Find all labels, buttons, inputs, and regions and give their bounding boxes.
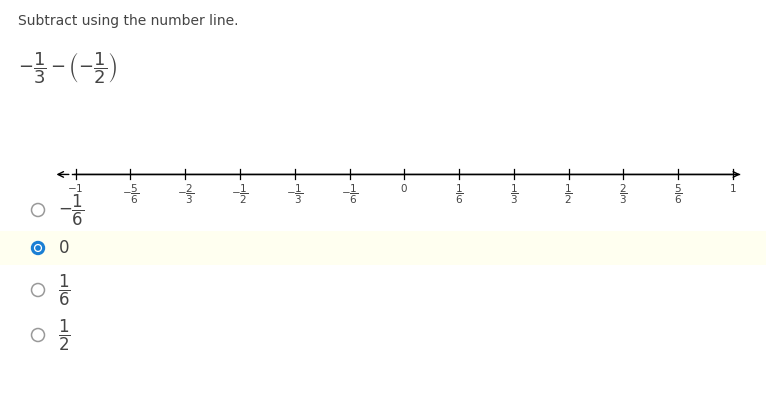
Text: $0$: $0$ — [58, 239, 70, 257]
Text: $\dfrac{1}{2}$: $\dfrac{1}{2}$ — [565, 182, 573, 206]
Text: $-1$: $-1$ — [67, 182, 83, 194]
Circle shape — [36, 246, 40, 250]
Text: $-\dfrac{1}{6}$: $-\dfrac{1}{6}$ — [58, 192, 84, 228]
Bar — [0, 231, 766, 265]
Text: $0$: $0$ — [401, 182, 408, 194]
Text: $\dfrac{2}{3}$: $\dfrac{2}{3}$ — [619, 182, 628, 206]
Text: $-\dfrac{2}{3}$: $-\dfrac{2}{3}$ — [176, 182, 194, 206]
Text: Subtract using the number line.: Subtract using the number line. — [18, 14, 238, 28]
Text: $-\dfrac{5}{6}$: $-\dfrac{5}{6}$ — [122, 182, 139, 206]
Text: $-\dfrac{1}{3}$: $-\dfrac{1}{3}$ — [286, 182, 303, 206]
Text: $\dfrac{1}{6}$: $\dfrac{1}{6}$ — [455, 182, 463, 206]
Text: $-\dfrac{1}{3} - \left(-\dfrac{1}{2}\right)$: $-\dfrac{1}{3} - \left(-\dfrac{1}{2}\rig… — [18, 50, 117, 86]
Text: $\dfrac{1}{3}$: $\dfrac{1}{3}$ — [509, 182, 518, 206]
Text: $1$: $1$ — [729, 182, 737, 194]
Text: $\dfrac{1}{2}$: $\dfrac{1}{2}$ — [58, 318, 70, 352]
Circle shape — [31, 241, 44, 255]
Text: $-\dfrac{1}{6}$: $-\dfrac{1}{6}$ — [341, 182, 358, 206]
Text: $\dfrac{1}{6}$: $\dfrac{1}{6}$ — [58, 272, 70, 308]
Text: $-\dfrac{1}{2}$: $-\dfrac{1}{2}$ — [231, 182, 249, 206]
Text: $\dfrac{5}{6}$: $\dfrac{5}{6}$ — [674, 182, 683, 206]
Circle shape — [34, 245, 41, 251]
